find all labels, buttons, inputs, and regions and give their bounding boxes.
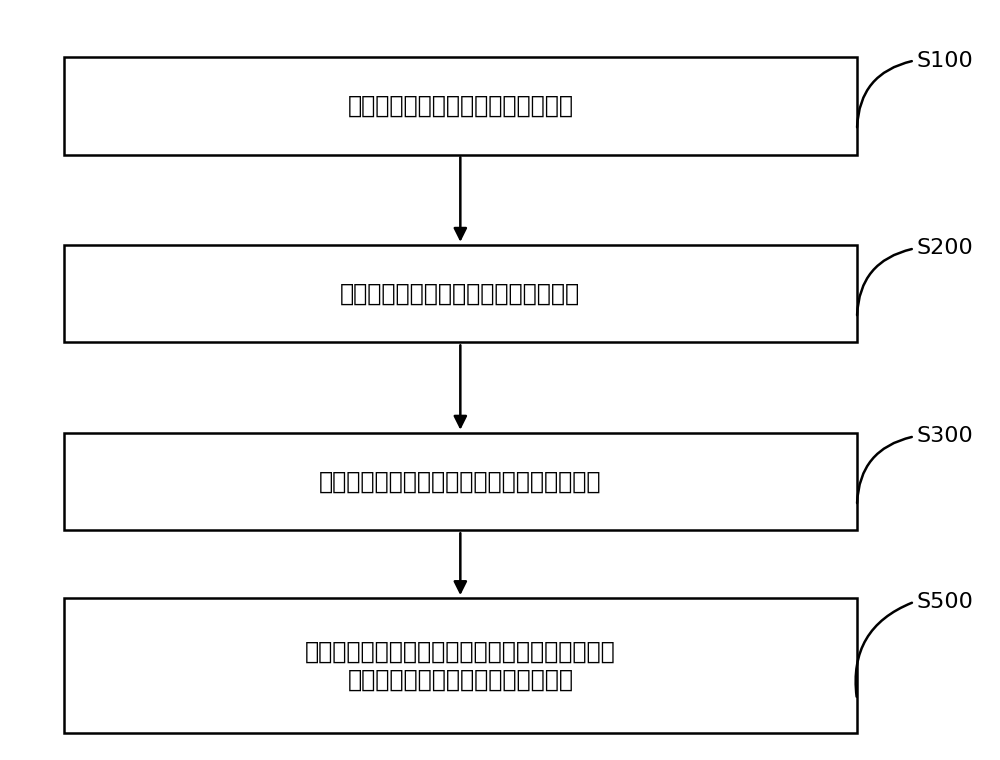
- Text: 对整形治具中的结构件进行热整形处理: 对整形治具中的结构件进行热整形处理: [340, 281, 580, 306]
- Bar: [64, 57, 857, 154]
- Text: S500: S500: [917, 592, 973, 612]
- Bar: [64, 598, 857, 733]
- Text: 将待热整形的结构件置于整形治具中: 将待热整形的结构件置于整形治具中: [347, 93, 573, 118]
- Text: 重复进行热整形处理和极速冷却处理: 重复进行热整形处理和极速冷却处理: [347, 668, 573, 692]
- Text: S100: S100: [917, 51, 973, 71]
- Text: S200: S200: [917, 239, 973, 258]
- Text: S300: S300: [917, 426, 973, 446]
- Text: 检测结构件的平面度，若平面度超过预定阈値，则: 检测结构件的平面度，若平面度超过预定阈値，则: [305, 639, 616, 663]
- Bar: [64, 432, 857, 530]
- Bar: [64, 245, 857, 343]
- Text: 对经过热整形处理的结构件进行极速冷却处理: 对经过热整形处理的结构件进行极速冷却处理: [319, 470, 602, 493]
